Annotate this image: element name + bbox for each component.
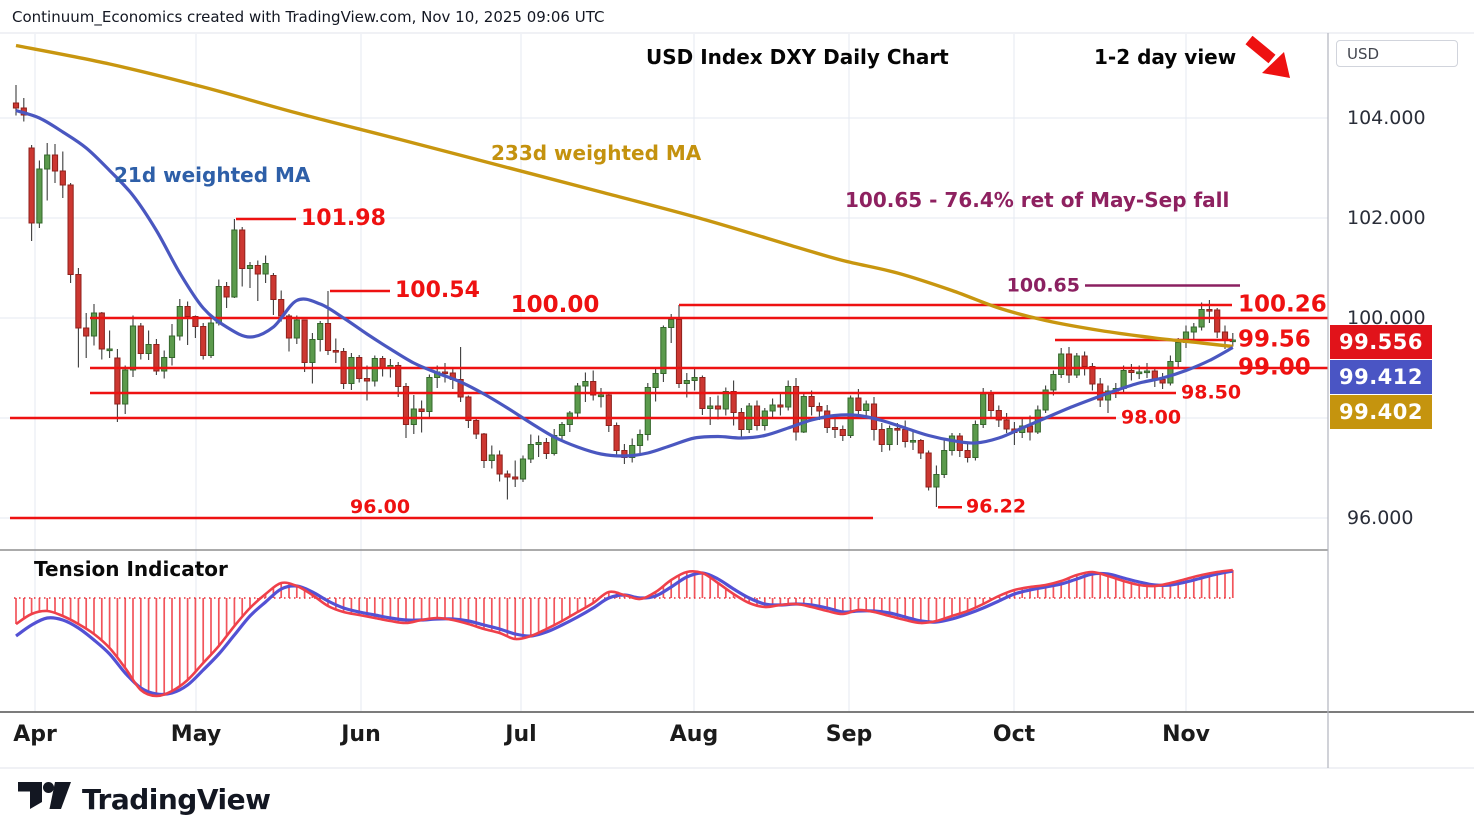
brand-name: TradingView — [82, 782, 271, 816]
month-label-jun: Jun — [341, 722, 381, 747]
currency-selector[interactable]: USD — [1336, 40, 1458, 67]
month-label-may: May — [170, 722, 222, 747]
month-label-aug: Aug — [669, 722, 719, 747]
price-tick: 100.000 — [1347, 307, 1426, 329]
price-tick: 104.000 — [1347, 107, 1426, 129]
price-tick: 102.000 — [1347, 207, 1426, 229]
month-label-jul: Jul — [505, 722, 537, 747]
month-label-sep: Sep — [825, 722, 873, 747]
footer-brand[interactable]: TradingView — [18, 782, 271, 816]
month-label-oct: Oct — [992, 722, 1036, 747]
tradingview-logo-icon — [18, 782, 71, 809]
price-tick: 96.000 — [1347, 507, 1414, 529]
month-label-nov: Nov — [1162, 722, 1210, 747]
month-label-apr: Apr — [13, 722, 57, 747]
